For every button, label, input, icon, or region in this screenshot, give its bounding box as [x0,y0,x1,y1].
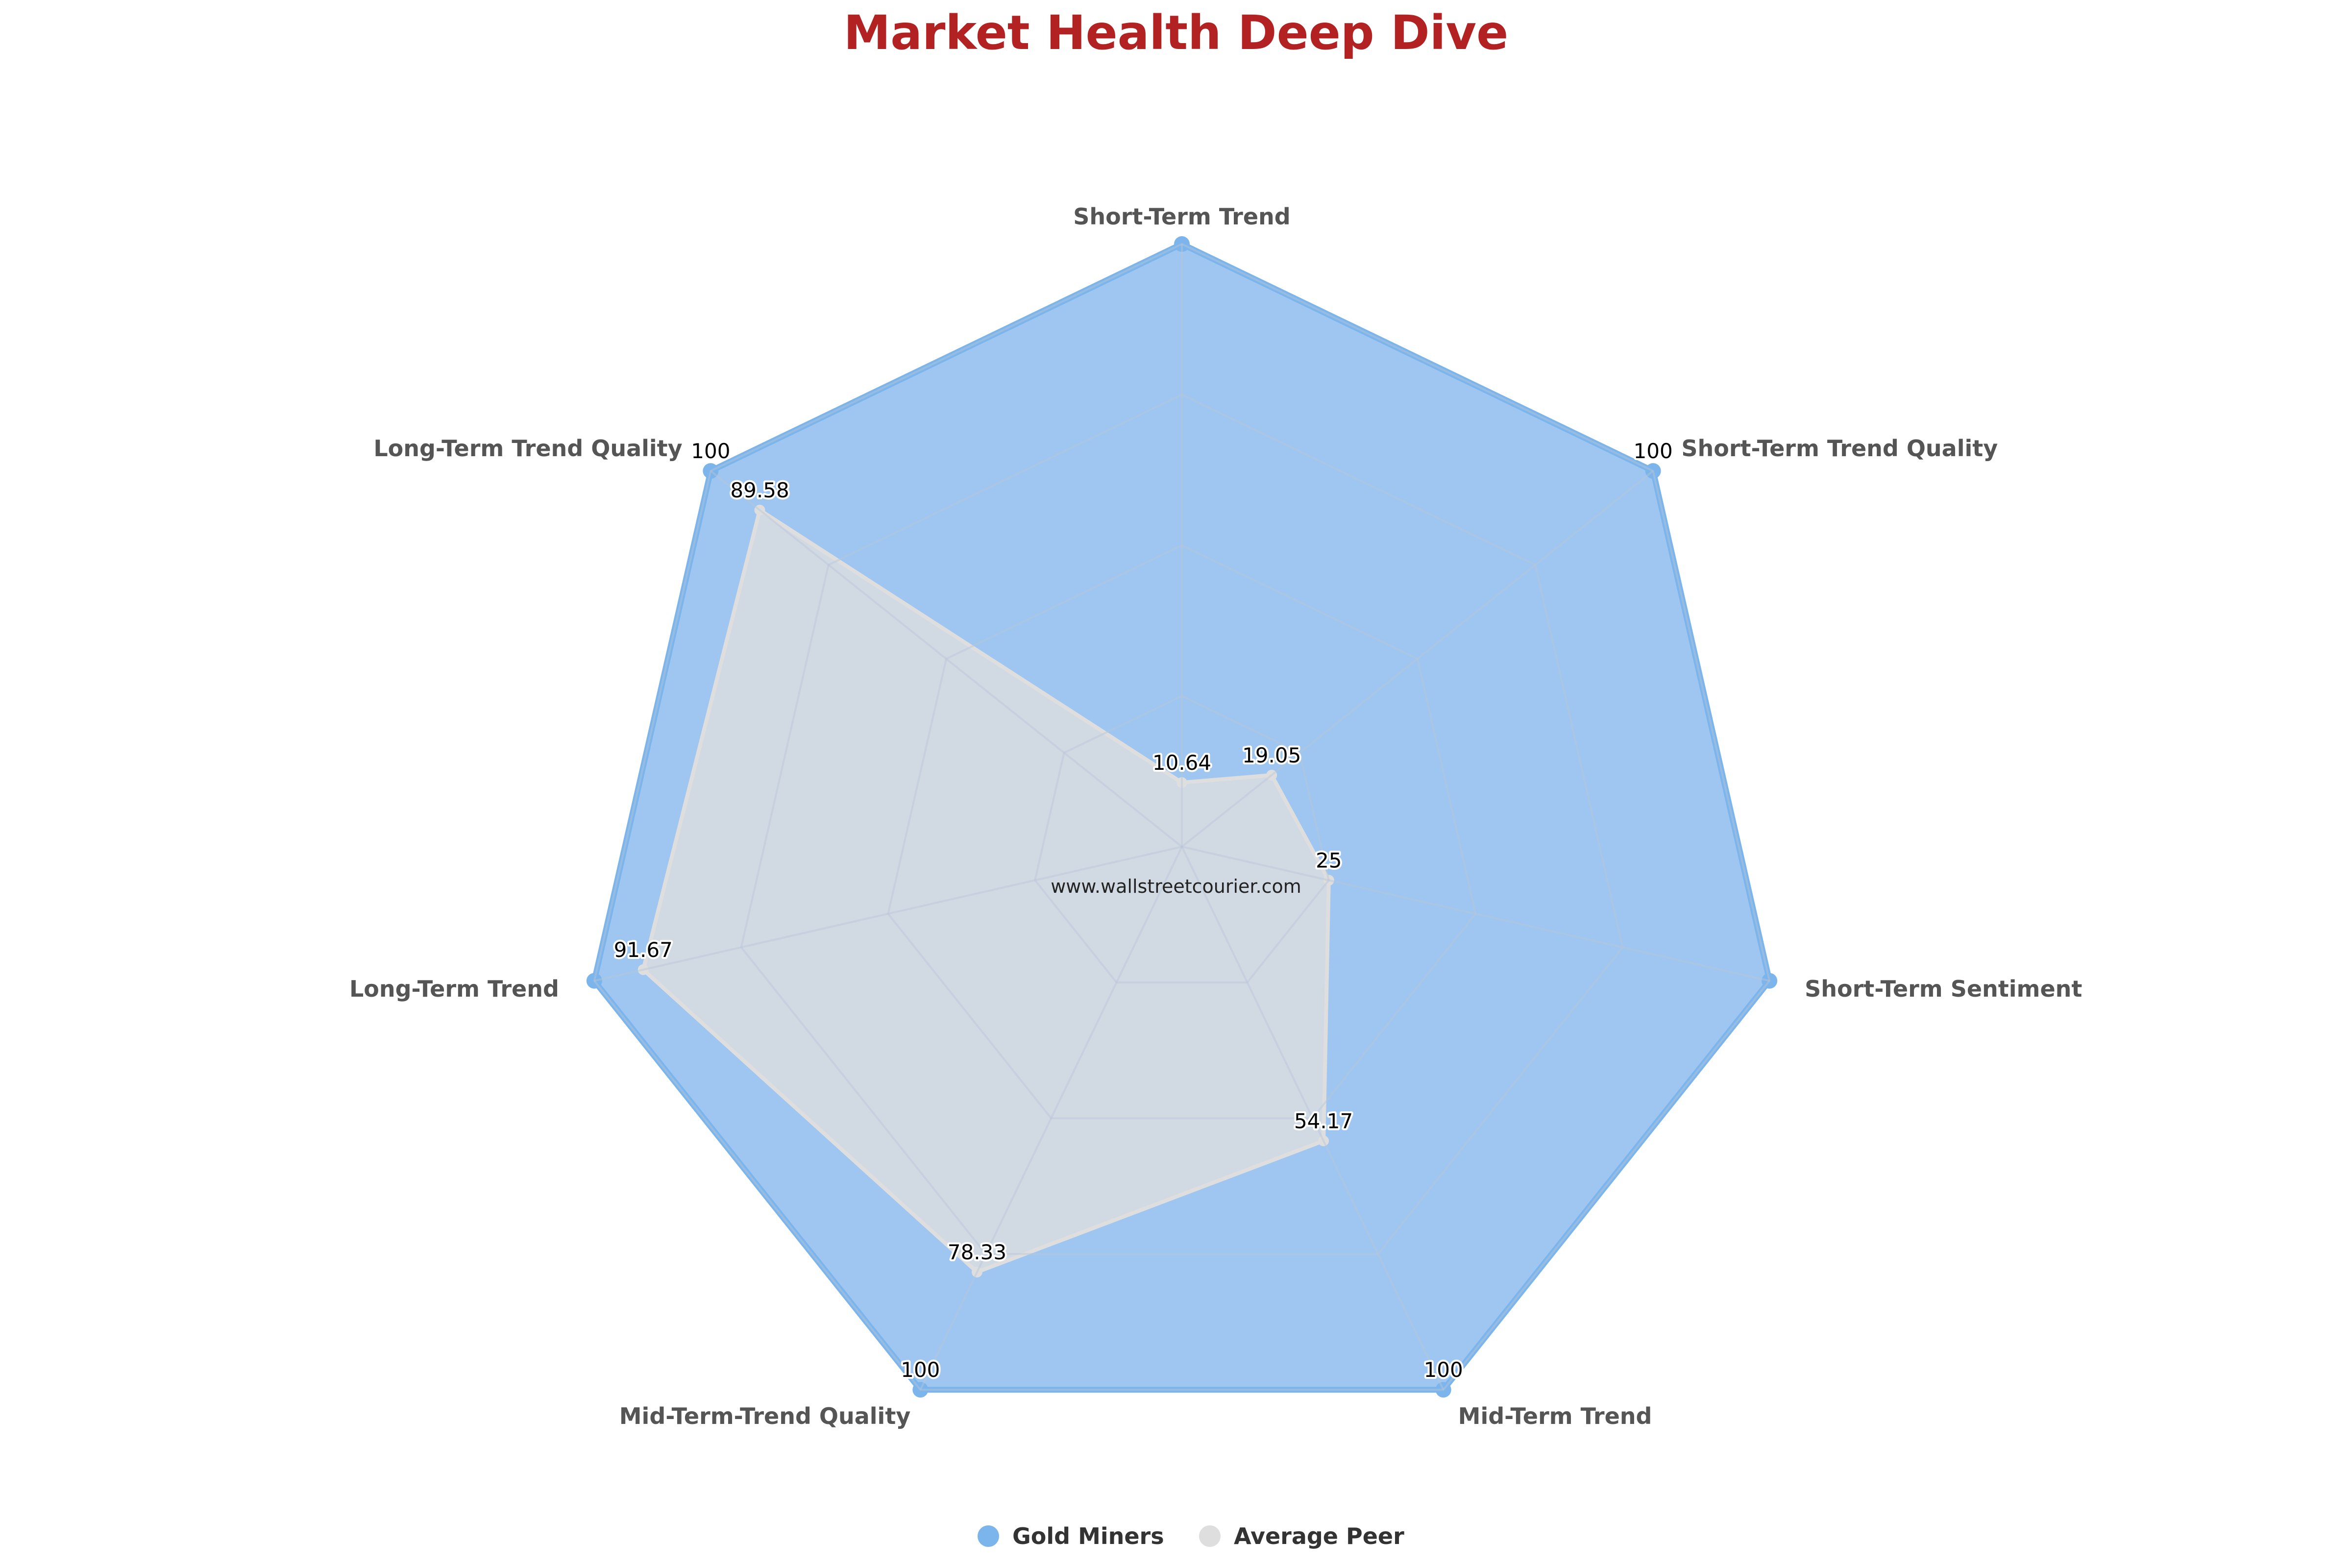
grid-spoke-long-term-trend-quality [710,470,1183,848]
axis-labels: Short-Term Trend Short-Term Trend Quality… [349,203,2082,1429]
marker-average-peer-long-term-trend-quality [754,505,765,516]
grid-spoke-short-term-sentiment [1181,846,1770,982]
axis-label-long-term-trend-quality: Long-Term Trend Quality [373,435,682,462]
legend-item-average-peer[interactable]: Average Peer [1199,1523,1404,1549]
axis-label-mid-term-trend: Mid-Term Trend [1458,1403,1652,1429]
legend-swatch-gold-miners [978,1525,999,1547]
grid-spoke-mid-term-trend [1181,846,1445,1391]
data-label-average-peer-mid-term-trend-quality: 78.33 [948,1240,1006,1264]
marker-average-peer-mid-term-trend-quality [971,1267,982,1278]
legend-label-gold-miners: Gold Miners [1012,1523,1164,1549]
marker-average-peer-short-term-sentiment [1323,875,1334,886]
marker-average-peer-short-term-trend [1176,777,1187,788]
axis-label-short-term-sentiment: Short-Term Sentiment [1805,976,2082,1002]
marker-gold-miners-mid-term-trend-quality [912,1382,929,1398]
grid-spoke-short-term-trend-quality [1181,470,1654,848]
marker-gold-miners-short-term-trend-quality [1645,463,1661,479]
watermark: www.wallstreetcourier.com [1051,876,1301,897]
marker-gold-miners-long-term-trend [586,973,602,989]
grid-spoke-long-term-trend [594,846,1182,982]
data-label-average-peer-short-term-trend: 10.64 [1152,751,1211,775]
legend-item-gold-miners[interactable]: Gold Miners [978,1523,1164,1549]
legend-label-average-peer: Average Peer [1234,1523,1404,1549]
axis-label-long-term-trend: Long-Term Trend [349,976,559,1002]
grid-ring-4 [593,243,1771,1391]
marker-gold-miners-short-term-sentiment [1762,973,1778,989]
legend-swatch-average-peer [1199,1525,1221,1547]
marker-average-peer-long-term-trend [637,964,649,975]
grid-ring-3 [740,393,1624,1255]
grid-spoke-mid-term-trend-quality [919,846,1183,1391]
marker-gold-miners-short-term-trend [1174,236,1190,252]
legend: Gold Miners Average Peer [978,1523,1404,1549]
marker-gold-miners-long-term-trend-quality [703,463,719,479]
chart-title: Market Health Deep Dive [844,5,1508,60]
data-label-gold-miners-mid-term-trend-quality: 100 [901,1358,940,1382]
data-labels: 100 100 100 100 10.64 19.05 25 54.17 78.33 91.67 8… [612,437,1675,1384]
data-label-gold-miners-long-term-trend-quality: 100 [691,439,730,463]
axis-label-short-term-trend: Short-Term Trend [1073,203,1290,230]
grid-ring-1 [1034,695,1330,984]
data-label-average-peer-short-term-trend-quality: 19.05 [1242,743,1301,767]
data-label-average-peer-short-term-sentiment: 25 [1316,848,1342,872]
grid-ring-2 [887,544,1477,1120]
axis-label-short-term-trend-quality: Short-Term Trend Quality [1681,435,1998,462]
marker-average-peer-short-term-trend-quality [1266,769,1277,781]
data-label-gold-miners-short-term-trend-quality: 100 [1634,439,1673,463]
data-label-gold-miners-mid-term-trend: 100 [1424,1358,1463,1382]
series-area-average-peer [641,508,1331,1274]
data-label-average-peer-long-term-trend: 91.67 [614,938,673,962]
series-layer [586,236,1778,1398]
marker-gold-miners-mid-term-trend [1435,1382,1451,1398]
data-label-average-peer-long-term-trend-quality: 89.58 [730,478,789,502]
marker-average-peer-mid-term-trend [1318,1135,1329,1147]
axis-label-mid-term-trend-quality: Mid-Term-Trend Quality [619,1403,911,1429]
radar-grid [593,243,1771,1391]
data-label-average-peer-mid-term-trend: 54.17 [1294,1109,1353,1133]
